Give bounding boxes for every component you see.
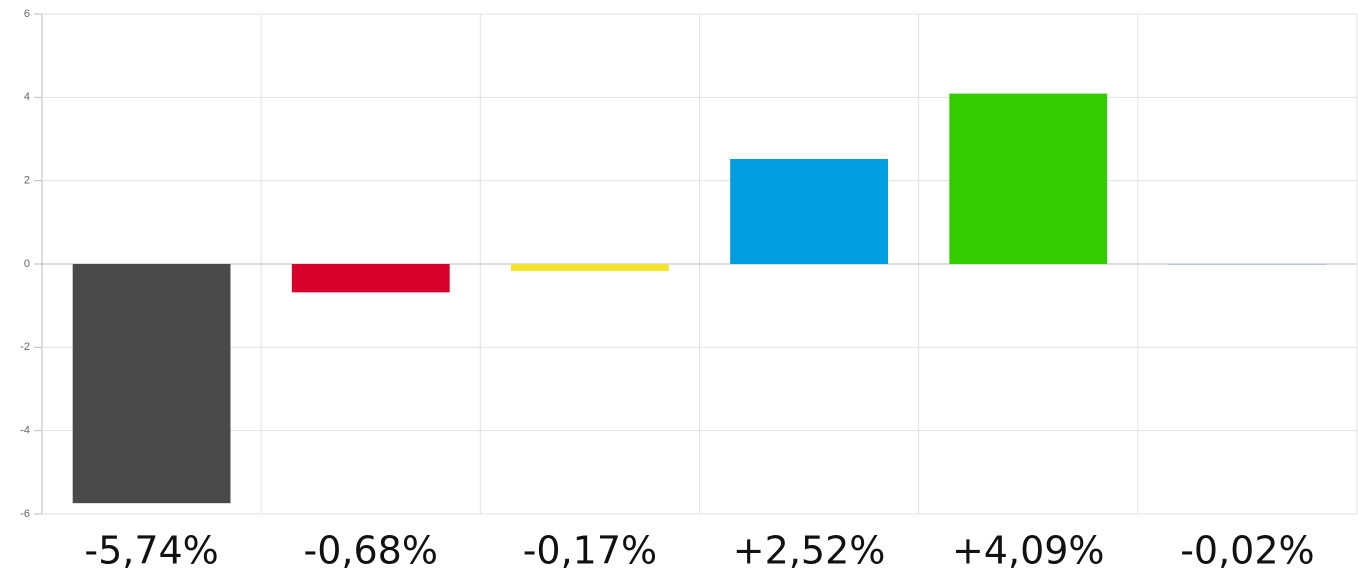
- y-tick-label: 4: [24, 91, 30, 103]
- y-tick-label: 0: [24, 258, 30, 270]
- bar: [730, 159, 888, 264]
- value-label: -0,68%: [304, 529, 438, 573]
- bar: [949, 93, 1108, 264]
- y-tick-label: -4: [20, 425, 30, 437]
- y-tick-label: -6: [20, 508, 30, 520]
- bar: [511, 264, 669, 272]
- value-label: -0,02%: [1180, 529, 1314, 573]
- bar: [72, 264, 231, 504]
- bar: [1168, 264, 1327, 265]
- value-label: -0,17%: [523, 529, 657, 573]
- value-label: +2,52%: [733, 529, 886, 573]
- value-label: +4,09%: [952, 529, 1105, 573]
- value-label: -5,74%: [84, 529, 218, 573]
- y-tick-label: 6: [24, 8, 30, 20]
- bar: [291, 264, 450, 293]
- y-tick-label: 2: [24, 175, 30, 187]
- y-tick-label: -2: [20, 341, 30, 353]
